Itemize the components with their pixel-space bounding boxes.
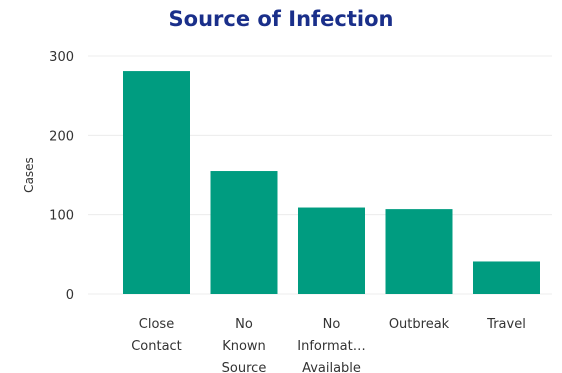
- bar[interactable]: [123, 71, 190, 294]
- x-category-label: Outbreak: [389, 317, 450, 332]
- bar[interactable]: [473, 261, 540, 294]
- bar[interactable]: [385, 209, 453, 294]
- y-tick-label: 300: [49, 50, 74, 65]
- x-category-label: No Informat… Available: [297, 317, 365, 373]
- bars: [123, 71, 540, 294]
- x-axis-labels: Close Contact No Known Source No Informat… Avai…: [131, 317, 526, 373]
- bar[interactable]: [210, 171, 278, 294]
- y-tick-label: 100: [49, 209, 74, 224]
- x-category-label: No Known Source: [222, 317, 267, 373]
- y-tick-label: 0: [66, 288, 74, 303]
- y-tick-label: 200: [49, 129, 74, 144]
- chart-title: Source of Infection: [168, 7, 394, 31]
- y-axis-title: Cases: [22, 157, 36, 193]
- x-category-label: Close Contact: [131, 317, 182, 354]
- x-category-label: Travel: [486, 317, 526, 332]
- bar[interactable]: [298, 207, 365, 294]
- y-axis-ticks: 0 100 200 300: [49, 50, 74, 303]
